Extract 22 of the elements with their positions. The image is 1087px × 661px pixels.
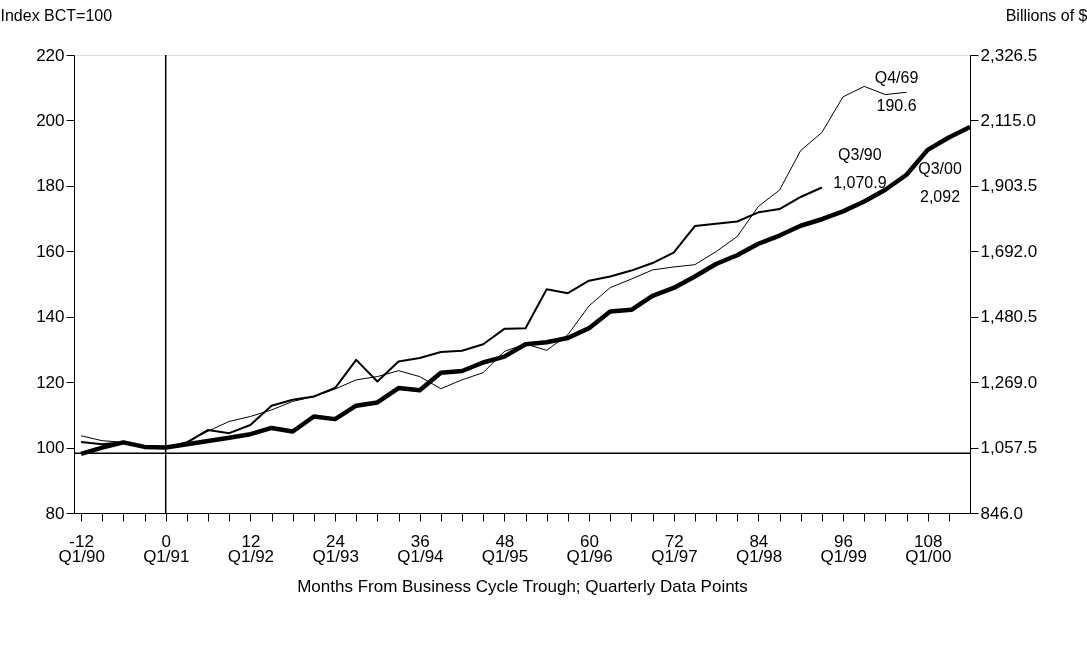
y2-tick-label: 1,269.0 bbox=[980, 372, 1038, 392]
y-tick-label: 80 bbox=[45, 503, 65, 523]
y-tick-label: 100 bbox=[36, 438, 65, 458]
y2-tick-label: 2,326.5 bbox=[980, 45, 1038, 65]
y-tick-label: 220 bbox=[36, 45, 65, 65]
annotation: Q3/00 2,092 bbox=[918, 159, 962, 205]
y2-tick-label: 1,903.5 bbox=[980, 176, 1038, 196]
y2-axis-title: Billions of $ bbox=[1005, 6, 1087, 24]
y-tick-label: 180 bbox=[36, 176, 65, 196]
y2-tick-label: 1,480.5 bbox=[980, 307, 1038, 327]
y2-tick-label: 846.0 bbox=[980, 503, 1024, 523]
annotation: Q3/90 1,070.9 bbox=[833, 146, 887, 192]
y-tick-label: 140 bbox=[36, 307, 65, 327]
y2-tick-label: 1,057.5 bbox=[980, 438, 1038, 458]
y-tick-label: 160 bbox=[36, 241, 65, 261]
y-tick-label: 120 bbox=[36, 372, 65, 392]
y2-tick-label: 2,115.0 bbox=[980, 110, 1036, 130]
y-tick-label: 200 bbox=[36, 110, 65, 130]
y2-tick-label: 1,692.0 bbox=[980, 241, 1038, 261]
annotation: Q4/69 190.6 bbox=[874, 69, 919, 115]
y-axis-title: Index BCT=100 bbox=[0, 6, 113, 24]
x-axis-title: Months From Business Cycle Trough; Quarterly Data Points bbox=[297, 576, 748, 596]
